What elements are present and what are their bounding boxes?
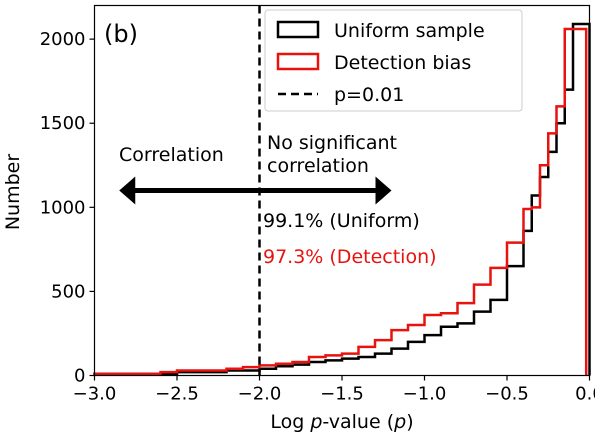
legend: Uniform sample Detection bias p=0.01	[264, 9, 523, 112]
correlation-double-arrow	[119, 176, 392, 205]
y-tick-label: 1000	[40, 197, 86, 218]
y-tick-label: 1500	[40, 113, 86, 134]
annotation-correlation-2: correlation	[267, 155, 369, 177]
legend-label-uniform: Uniform sample	[334, 20, 485, 42]
annotation-detection-percent: 97.3% (Detection)	[263, 246, 437, 268]
x-axis-label: Log p-value (p)	[270, 411, 413, 433]
series-uniform-sample-step	[93, 22, 591, 376]
series-detection-bias-step	[93, 27, 588, 376]
legend-swatch-detection	[276, 52, 320, 71]
x-tick-label: −2.0	[238, 384, 282, 405]
annotation-correlation: Correlation	[119, 144, 224, 166]
legend-label-detection: Detection bias	[334, 52, 471, 74]
y-tick-label: 500	[51, 281, 85, 302]
x-tick-label: −2.5	[155, 384, 199, 405]
legend-label-threshold: p=0.01	[334, 84, 404, 106]
panel-label: (b)	[104, 20, 138, 48]
annotation-uniform-percent: 99.1% (Uniform)	[263, 210, 420, 232]
legend-swatch-uniform	[276, 20, 320, 39]
arrow-head-right	[375, 176, 392, 205]
x-tick-label: −1.5	[320, 384, 364, 405]
legend-box	[264, 9, 523, 112]
x-tick-label: 0.0	[575, 384, 595, 405]
y-axis-ticks: 0 500 1000 1500 2000	[40, 29, 95, 387]
y-tick-label: 0	[74, 366, 85, 387]
arrow-head-left	[119, 176, 136, 205]
y-axis-label: Number	[2, 154, 24, 231]
annotation-no-significant: No significant	[267, 132, 397, 154]
x-tick-label: −3.0	[73, 384, 117, 405]
x-tick-label: −0.5	[485, 384, 529, 405]
y-tick-label: 2000	[40, 29, 86, 50]
x-tick-label: −1.0	[403, 384, 447, 405]
x-axis-ticks: −3.0 −2.5 −2.0 −1.5 −1.0 −0.5 0.0	[73, 375, 595, 405]
